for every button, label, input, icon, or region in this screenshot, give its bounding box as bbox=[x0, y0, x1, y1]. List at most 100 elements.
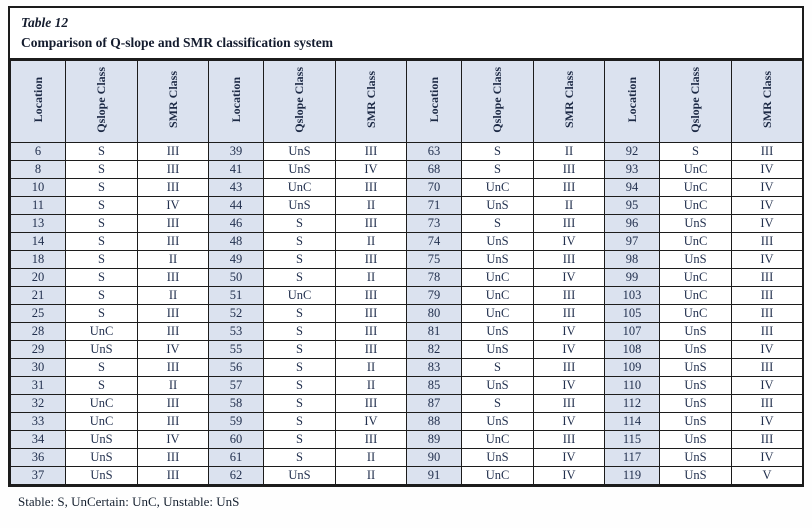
qslope-class-cell: UnS bbox=[461, 376, 534, 395]
smr-class-cell: IV bbox=[731, 376, 803, 395]
qslope-class-cell: S bbox=[65, 376, 138, 395]
smr-class-cell: IV bbox=[533, 232, 605, 251]
qslope-class-cell: UnS bbox=[659, 214, 732, 233]
qslope-class-cell: UnS bbox=[461, 232, 534, 251]
smr-class-cell: III bbox=[137, 232, 209, 251]
column-header-qslope-class-label: Qslope Class bbox=[94, 66, 108, 133]
qslope-class-cell: UnS bbox=[659, 358, 732, 377]
smr-class-cell: III bbox=[335, 214, 407, 233]
table-row: 25 S III 52 S III 80 UnC III 105 UnC III bbox=[10, 304, 803, 323]
qslope-class-cell: UnS bbox=[263, 466, 336, 485]
location-cell: 99 bbox=[604, 268, 660, 287]
qslope-class-cell: UnS bbox=[263, 196, 336, 215]
column-header-smr-class: SMR Class bbox=[335, 60, 407, 143]
smr-class-cell: III bbox=[137, 394, 209, 413]
qslope-class-cell: UnS bbox=[65, 430, 138, 449]
qslope-class-cell: S bbox=[65, 160, 138, 179]
qslope-class-cell: UnC bbox=[461, 466, 534, 485]
location-cell: 32 bbox=[10, 394, 66, 413]
qslope-class-cell: UnS bbox=[461, 196, 534, 215]
location-cell: 46 bbox=[208, 214, 264, 233]
smr-class-cell: III bbox=[137, 160, 209, 179]
table-row: 31 S II 57 S II 85 UnS IV 110 UnS IV bbox=[10, 376, 803, 395]
location-cell: 6 bbox=[10, 142, 66, 161]
smr-class-cell: II bbox=[533, 196, 605, 215]
smr-class-cell: III bbox=[137, 448, 209, 467]
table-row: 32 UnC III 58 S III 87 S III 112 UnS III bbox=[10, 394, 803, 413]
location-cell: 68 bbox=[406, 160, 462, 179]
location-cell: 30 bbox=[10, 358, 66, 377]
qslope-class-cell: UnS bbox=[659, 448, 732, 467]
smr-class-cell: IV bbox=[533, 412, 605, 431]
smr-class-cell: III bbox=[731, 322, 803, 341]
column-header-qslope-class: Qslope Class bbox=[659, 60, 732, 143]
smr-class-cell: III bbox=[731, 286, 803, 305]
column-header-qslope-class-label: Qslope Class bbox=[490, 66, 504, 133]
smr-class-cell: III bbox=[533, 430, 605, 449]
qslope-class-cell: S bbox=[263, 448, 336, 467]
qslope-class-cell: S bbox=[65, 358, 138, 377]
qslope-class-cell: UnC bbox=[263, 286, 336, 305]
smr-class-cell: III bbox=[137, 214, 209, 233]
smr-class-cell: III bbox=[137, 178, 209, 197]
qslope-class-cell: S bbox=[65, 178, 138, 197]
column-header-location: Location bbox=[604, 60, 660, 143]
location-cell: 36 bbox=[10, 448, 66, 467]
column-header-smr-class-label: SMR Class bbox=[561, 70, 576, 128]
smr-class-cell: III bbox=[533, 250, 605, 269]
location-cell: 70 bbox=[406, 178, 462, 197]
smr-class-cell: III bbox=[137, 358, 209, 377]
smr-class-cell: III bbox=[137, 322, 209, 341]
qslope-class-cell: S bbox=[65, 142, 138, 161]
location-cell: 37 bbox=[10, 466, 66, 485]
legend-footnote: Stable: S, UnCertain: UnC, Unstable: UnS bbox=[18, 494, 240, 509]
qslope-class-cell: S bbox=[263, 214, 336, 233]
location-cell: 13 bbox=[10, 214, 66, 233]
location-cell: 103 bbox=[604, 286, 660, 305]
smr-class-cell: IV bbox=[731, 196, 803, 215]
smr-class-cell: III bbox=[137, 466, 209, 485]
location-cell: 82 bbox=[406, 340, 462, 359]
qslope-class-cell: UnC bbox=[461, 430, 534, 449]
smr-class-cell: III bbox=[137, 142, 209, 161]
qslope-class-cell: UnS bbox=[65, 466, 138, 485]
qslope-class-cell: UnS bbox=[659, 322, 732, 341]
qslope-class-cell: S bbox=[263, 394, 336, 413]
location-cell: 8 bbox=[10, 160, 66, 179]
qslope-class-cell: UnS bbox=[263, 142, 336, 161]
smr-class-cell: IV bbox=[731, 214, 803, 233]
location-cell: 56 bbox=[208, 358, 264, 377]
qslope-class-cell: S bbox=[461, 394, 534, 413]
location-cell: 90 bbox=[406, 448, 462, 467]
smr-class-cell: III bbox=[335, 142, 407, 161]
location-cell: 50 bbox=[208, 268, 264, 287]
location-cell: 58 bbox=[208, 394, 264, 413]
smr-class-cell: III bbox=[137, 268, 209, 287]
smr-class-cell: III bbox=[533, 178, 605, 197]
location-cell: 63 bbox=[406, 142, 462, 161]
smr-class-cell: III bbox=[731, 358, 803, 377]
location-cell: 57 bbox=[208, 376, 264, 395]
smr-class-cell: IV bbox=[731, 250, 803, 269]
qslope-class-cell: S bbox=[263, 340, 336, 359]
location-cell: 25 bbox=[10, 304, 66, 323]
qslope-class-cell: S bbox=[65, 304, 138, 323]
smr-class-cell: II bbox=[533, 142, 605, 161]
table-body: 6 S III 39 UnS III 63 S II 92 S III 8 S III 41 UnS IV 68 S I… bbox=[10, 142, 803, 485]
qslope-class-cell: S bbox=[461, 358, 534, 377]
location-cell: 105 bbox=[604, 304, 660, 323]
qslope-class-cell: UnS bbox=[461, 412, 534, 431]
table-row: 21 S II 51 UnC III 79 UnC III 103 UnC III bbox=[10, 286, 803, 305]
location-cell: 92 bbox=[604, 142, 660, 161]
smr-class-cell: IV bbox=[137, 196, 209, 215]
location-cell: 55 bbox=[208, 340, 264, 359]
smr-class-cell: V bbox=[731, 466, 803, 485]
column-header-smr-class-label: SMR Class bbox=[759, 70, 774, 128]
table-row: 14 S III 48 S II 74 UnS IV 97 UnC III bbox=[10, 232, 803, 251]
smr-class-cell: III bbox=[533, 394, 605, 413]
qslope-class-cell: S bbox=[263, 232, 336, 251]
qslope-class-cell: UnC bbox=[65, 322, 138, 341]
qslope-class-cell: S bbox=[65, 250, 138, 269]
location-cell: 34 bbox=[10, 430, 66, 449]
smr-class-cell: II bbox=[335, 376, 407, 395]
